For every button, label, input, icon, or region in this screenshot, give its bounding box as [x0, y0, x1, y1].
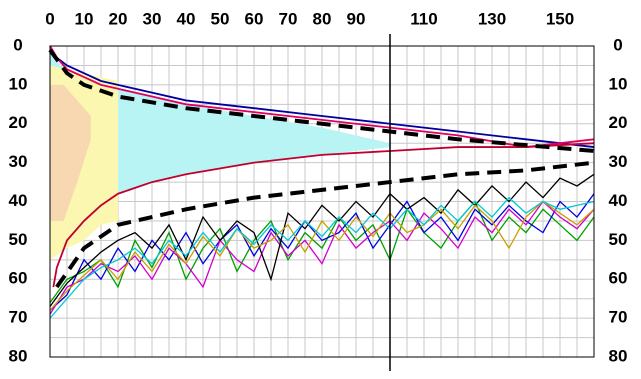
line [49, 45, 595, 148]
y-tick-label: 20 [9, 113, 28, 132]
x-tick-label: 70 [279, 9, 298, 28]
line [49, 173, 595, 307]
line [49, 193, 595, 311]
y2-tick-label: 20 [609, 113, 628, 132]
y-tick-label: 40 [9, 191, 28, 210]
y-tick-label: 50 [9, 230, 28, 249]
y2-tick-label: 60 [609, 269, 628, 288]
y2-tick-label: 80 [609, 346, 628, 365]
y2-tick-label: 50 [609, 230, 628, 249]
line [48, 48, 595, 153]
area [50, 84, 91, 221]
line [49, 45, 595, 148]
plot-border [49, 45, 595, 358]
y2-tick-label: 70 [609, 308, 628, 327]
x-tick-label: 80 [313, 9, 332, 28]
line [55, 160, 595, 289]
x-tick-label: 10 [75, 9, 94, 28]
x-tick-label: 50 [211, 9, 230, 28]
x-tick-label: 20 [109, 9, 128, 28]
line [52, 142, 595, 288]
y2-tick-label: 10 [609, 74, 628, 93]
y-tick-label: 80 [9, 346, 28, 365]
line [49, 200, 595, 311]
y-tick-label: 0 [13, 35, 22, 54]
y2-tick-label: 40 [609, 191, 628, 210]
area [50, 53, 390, 249]
y-tick-label: 60 [9, 269, 28, 288]
line [49, 200, 595, 303]
y-tick-label: 70 [9, 308, 28, 327]
line [49, 200, 595, 315]
y2-tick-label: 0 [613, 35, 622, 54]
x-tick-label: 30 [143, 9, 162, 28]
y2-tick-label: 30 [609, 152, 628, 171]
y-tick-label: 30 [9, 152, 28, 171]
line [49, 196, 595, 319]
y-tick-label: 10 [9, 74, 28, 93]
x-tick-label: 110 [410, 9, 437, 28]
x-tick-label: 40 [177, 9, 196, 28]
x-tick-label: 60 [245, 9, 264, 28]
x-tick-label: 130 [478, 9, 506, 28]
x-tick-label: 90 [347, 9, 366, 28]
x-tick-label: 150 [546, 9, 574, 28]
x-tick-label: 0 [45, 9, 54, 28]
